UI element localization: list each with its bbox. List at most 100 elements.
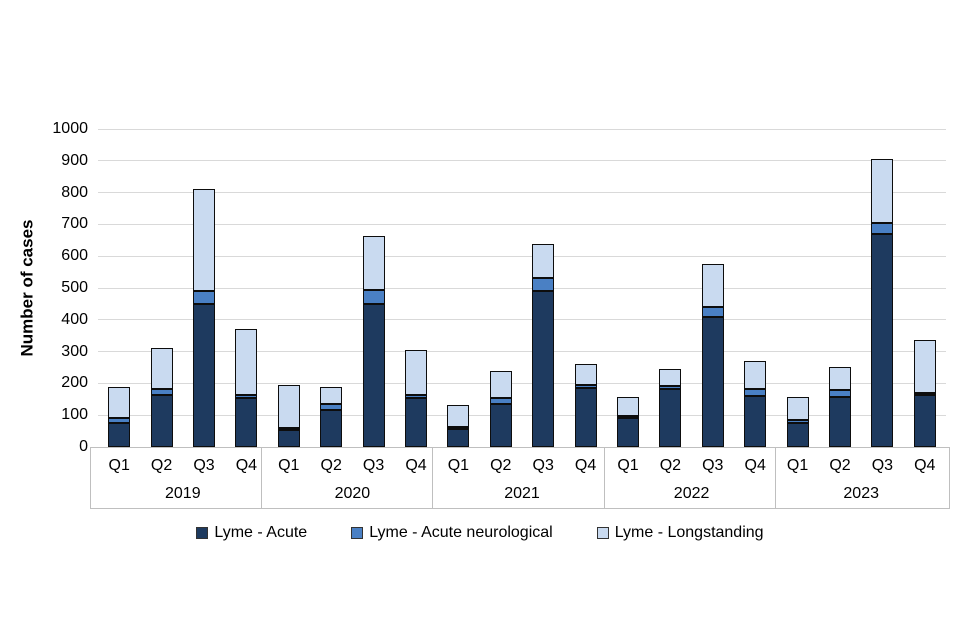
quarter-label: Q2 [150, 457, 173, 474]
quarter-label: Q2 [659, 457, 682, 474]
bar-segment [193, 303, 215, 447]
bar-segment [489, 370, 512, 398]
bar-segment [744, 396, 767, 447]
bar-segment [744, 389, 767, 397]
gridline [98, 192, 946, 194]
bar-segment [701, 263, 724, 308]
quarter-label: Q3 [871, 457, 894, 474]
bar-segment [829, 397, 851, 447]
bar-segment [108, 418, 131, 424]
bar-segment [659, 385, 682, 389]
gridline [98, 351, 946, 353]
bar-segment [786, 423, 809, 447]
gridline [98, 382, 946, 384]
quarter-label: Q3 [193, 457, 215, 474]
bar-segment [617, 418, 639, 447]
bar-segment [405, 397, 427, 447]
bar-segment [489, 397, 512, 405]
bar-segment [108, 386, 131, 419]
bar-segment [405, 350, 427, 396]
bar-segment [447, 428, 470, 447]
bar-segment [871, 233, 894, 447]
y-tick-label: 400 [61, 310, 88, 328]
year-label: 2023 [843, 485, 879, 502]
quarter-label: Q1 [786, 457, 809, 474]
bar-segment [617, 416, 639, 419]
legend-swatch-icon [351, 527, 364, 539]
bar-segment [277, 427, 300, 430]
quarter-label: Q1 [447, 457, 470, 474]
quarter-label: Q1 [617, 457, 639, 474]
bar-segment [320, 404, 343, 411]
bar-segment [193, 290, 215, 304]
bar-segment [659, 388, 682, 447]
year-divider [432, 447, 434, 508]
bar-segment [320, 387, 343, 405]
gridline [98, 414, 946, 416]
y-tick-label: 0 [79, 438, 88, 455]
legend-label: Lyme - Acute neurological [369, 524, 553, 541]
y-tick-label: 100 [61, 406, 88, 424]
y-tick-label: 700 [61, 215, 88, 233]
year-label: 2022 [673, 485, 710, 502]
gridline [98, 287, 946, 289]
bar-segment [617, 397, 639, 417]
year-divider [603, 447, 605, 508]
bar-segment [277, 384, 300, 428]
bar-segment [574, 364, 597, 385]
y-tick-label: 600 [61, 247, 88, 265]
quarter-label: Q3 [532, 457, 554, 474]
year-label: 2021 [504, 485, 540, 502]
year-label: 2019 [165, 485, 201, 502]
x-axis-line [90, 447, 950, 448]
y-tick-label: 900 [61, 151, 88, 169]
bar-segment [913, 340, 936, 393]
bar-segment [150, 394, 173, 447]
bar-segment [913, 392, 936, 396]
bar-segment [532, 244, 555, 279]
quarter-label: Q2 [829, 457, 851, 474]
bar-segment [786, 396, 809, 420]
quarter-label: Q2 [320, 457, 342, 474]
bar-segment [150, 388, 173, 395]
year-label: 2020 [334, 485, 371, 502]
y-tick-label: 1000 [52, 120, 88, 137]
bar-segment [405, 395, 427, 398]
bar-segment [235, 397, 258, 447]
legend-item: Lyme - Acute neurological [351, 524, 553, 542]
bar-segment [362, 289, 385, 304]
quarter-label: Q1 [278, 457, 300, 474]
year-divider [261, 447, 263, 508]
quarter-label: Q3 [702, 457, 724, 474]
legend-item: Lyme - Acute [196, 524, 307, 542]
year-divider [949, 447, 950, 508]
bar-segment [108, 423, 131, 447]
gridline [98, 128, 946, 130]
bar-segment [489, 404, 512, 447]
year-divider [90, 447, 91, 508]
legend-label: Lyme - Longstanding [614, 524, 764, 541]
quarter-label: Q4 [235, 457, 258, 474]
legend-swatch-icon [596, 527, 609, 539]
bar-segment [659, 368, 682, 386]
bar-segment [871, 222, 894, 234]
bar-segment [829, 390, 851, 398]
quarter-label: Q1 [108, 457, 130, 474]
bar-segment [829, 366, 851, 391]
bar-segment [786, 419, 809, 424]
y-tick-label: 800 [61, 183, 88, 201]
quarter-label: Q4 [744, 457, 766, 474]
legend-swatch-icon [196, 527, 209, 539]
quarter-label: Q4 [574, 457, 597, 474]
legend-label: Lyme - Acute [214, 524, 308, 541]
bar-segment [447, 404, 470, 428]
bar-segment [193, 189, 215, 291]
year-divider [774, 447, 776, 508]
bar-segment [532, 278, 555, 292]
bar-segment [320, 410, 343, 447]
bar-segment [447, 427, 470, 430]
bar-segment [277, 429, 300, 447]
bar-segment [150, 347, 173, 389]
legend: Lyme - Acute Lyme - Acute neurological Lym… [0, 524, 960, 542]
bar-segment [701, 307, 724, 317]
